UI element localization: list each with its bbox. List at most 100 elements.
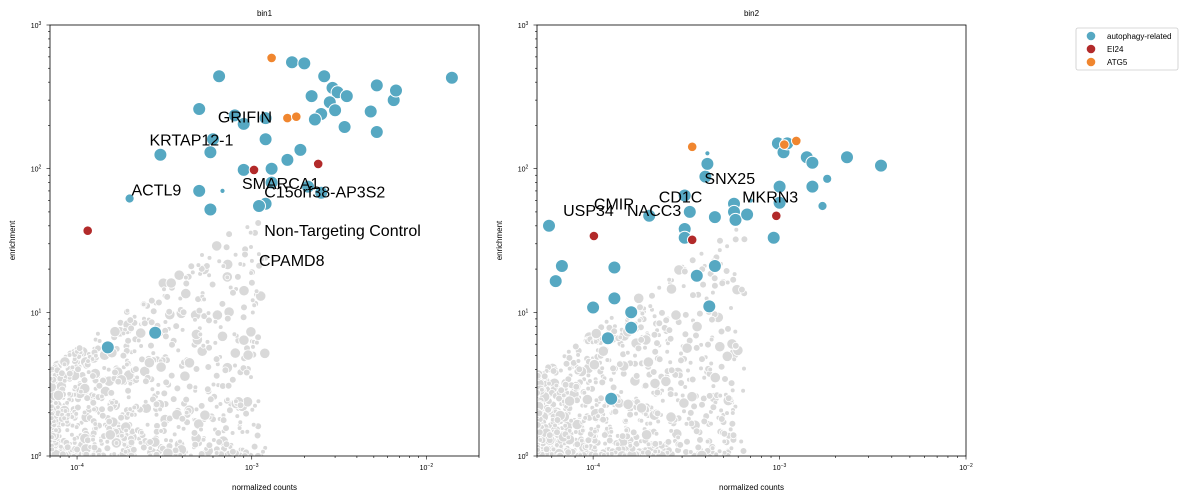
- background-point: [237, 419, 244, 426]
- background-point: [169, 395, 178, 403]
- point-autophagy-related: [264, 175, 279, 190]
- background-point: [147, 341, 155, 350]
- background-point: [96, 338, 103, 344]
- point-autophagy-related: [369, 125, 384, 139]
- background-point: [140, 301, 147, 308]
- background-point: [554, 442, 560, 448]
- background-point: [204, 363, 213, 371]
- background-point: [93, 352, 99, 359]
- background-point: [583, 443, 590, 450]
- background-point: [651, 313, 658, 320]
- background-point: [653, 339, 661, 347]
- background-point: [720, 429, 729, 438]
- background-point: [728, 305, 734, 311]
- background-point: [708, 336, 715, 343]
- background-point: [233, 398, 239, 405]
- background-point: [105, 417, 114, 426]
- background-point: [200, 342, 207, 349]
- background-point: [562, 422, 568, 429]
- background-point: [665, 411, 677, 423]
- point-atg5: [686, 141, 698, 153]
- background-point: [229, 347, 241, 359]
- background-point: [160, 420, 169, 429]
- background-point: [648, 291, 656, 300]
- background-point: [542, 445, 551, 454]
- background-point: [213, 403, 220, 410]
- background-point: [539, 386, 545, 393]
- annotation-label: SMARCA1: [242, 176, 319, 193]
- background-point: [163, 437, 169, 443]
- background-point: [696, 436, 704, 444]
- background-point: [242, 409, 250, 418]
- background-point: [109, 326, 121, 338]
- background-point: [599, 415, 607, 424]
- background-point: [609, 364, 617, 373]
- background-point: [608, 428, 615, 435]
- background-point: [698, 355, 706, 363]
- point-autophagy-related: [219, 187, 226, 194]
- background-point: [740, 235, 749, 244]
- background-point: [577, 452, 584, 456]
- background-point: [721, 350, 733, 362]
- background-point: [696, 309, 704, 318]
- point-ei24: [312, 158, 324, 170]
- point-autophagy-related: [258, 132, 273, 147]
- background-point: [649, 368, 658, 376]
- background-point: [675, 434, 681, 441]
- background-point: [552, 422, 558, 429]
- background-point: [245, 326, 257, 338]
- background-point: [553, 382, 560, 389]
- background-point: [73, 411, 79, 417]
- background-point: [250, 309, 256, 316]
- background-point: [191, 440, 200, 449]
- background-point: [739, 447, 748, 455]
- background-point: [238, 334, 250, 346]
- background-point: [540, 372, 549, 381]
- background-point: [137, 439, 144, 446]
- background-point: [699, 280, 707, 289]
- background-point: [588, 359, 601, 371]
- background-point: [564, 448, 572, 456]
- point-autophagy-related: [285, 55, 299, 70]
- background-point: [69, 364, 76, 371]
- background-point: [688, 375, 697, 384]
- background-point: [642, 356, 655, 368]
- background-point: [149, 307, 158, 316]
- annotation-label: CPAMD8: [259, 253, 325, 270]
- background-point: [740, 387, 746, 394]
- background-point: [50, 446, 55, 453]
- background-point: [716, 237, 724, 245]
- background-point: [254, 219, 263, 227]
- background-point: [173, 384, 182, 393]
- background-point: [190, 429, 199, 437]
- legend-frame: [1075, 27, 1179, 71]
- annotation-label: CD1C: [659, 190, 703, 207]
- background-point: [729, 431, 738, 440]
- background-point: [192, 365, 201, 373]
- background-point: [665, 326, 674, 334]
- background-point: [162, 319, 169, 325]
- point-ei24: [588, 230, 600, 242]
- background-point: [65, 411, 72, 418]
- background-point: [696, 449, 708, 456]
- background-point: [229, 430, 236, 436]
- background-point: [146, 438, 154, 446]
- background-point: [113, 440, 120, 446]
- background-point: [213, 450, 220, 456]
- point-autophagy-related: [212, 69, 227, 84]
- background-point: [50, 434, 55, 440]
- background-point: [641, 381, 650, 390]
- background-point: [537, 447, 541, 453]
- point-autophagy-related: [258, 111, 273, 126]
- background-point: [557, 386, 565, 395]
- background-point: [66, 391, 72, 397]
- background-point: [61, 415, 67, 422]
- point-autophagy-related: [314, 185, 329, 200]
- background-point: [74, 403, 82, 412]
- background-point: [668, 428, 674, 434]
- background-point: [179, 327, 186, 333]
- background-point: [111, 451, 117, 456]
- background-point: [709, 403, 718, 412]
- background-point: [238, 285, 250, 297]
- background-point: [731, 235, 740, 244]
